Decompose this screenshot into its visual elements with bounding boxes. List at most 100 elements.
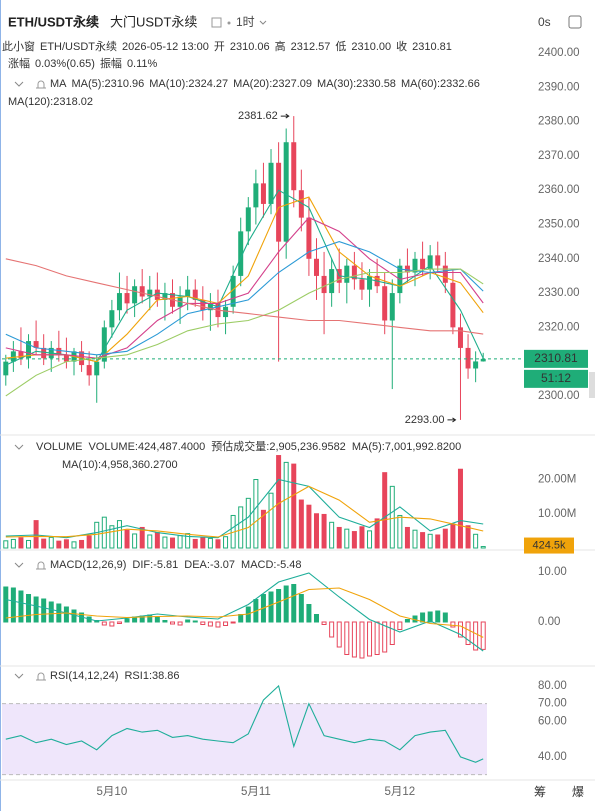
symbol[interactable]: ETH/USDT永续 — [8, 14, 99, 29]
candle-body — [306, 217, 312, 259]
candle-body — [268, 162, 274, 204]
macd-bar — [344, 621, 350, 655]
y-tick-label: 2390.00 — [538, 81, 580, 93]
info-text: 振幅 — [100, 56, 122, 70]
edit-icon[interactable] — [211, 17, 222, 28]
volume-bar — [185, 533, 191, 549]
candle-body — [420, 258, 426, 270]
y-tick-label: 80.00 — [538, 680, 567, 692]
y-tick-label: 10.00M — [538, 508, 576, 520]
info-text: 2312.57 — [291, 41, 331, 53]
volume-bar — [480, 546, 486, 549]
volume-bar — [412, 529, 418, 549]
legend-readout: 预估成交量:2,905,236.9582 — [211, 439, 346, 453]
collapse-icon[interactable] — [14, 562, 24, 568]
candle-body — [276, 162, 282, 242]
indicator-line — [5, 478, 484, 539]
volume-bar — [215, 539, 221, 549]
volume-bar — [465, 525, 471, 549]
candle-body — [33, 341, 39, 348]
alert-icon[interactable] — [36, 80, 46, 89]
volume-bar — [397, 514, 403, 549]
candle-body — [404, 265, 410, 273]
footer-button[interactable]: 爆 — [572, 785, 584, 799]
legend-item: MA(60):2332.66 — [401, 78, 480, 90]
volume-bar — [253, 479, 259, 549]
info-text: 收 — [396, 39, 407, 53]
candle-body — [139, 286, 145, 297]
side-handle[interactable] — [589, 372, 595, 398]
interval[interactable]: 1时 — [236, 15, 255, 29]
candle-body — [291, 142, 297, 191]
candle-body — [245, 207, 251, 232]
volume-bar — [132, 533, 138, 549]
legend-title: MACD(12,26,9) — [50, 559, 126, 571]
volume-bar — [170, 537, 176, 549]
candle-body — [26, 341, 32, 359]
macd-bar — [397, 621, 403, 630]
annotation-arrow — [280, 113, 290, 119]
y-tick-label: 20.00M — [538, 474, 576, 486]
macd-bar — [109, 621, 115, 627]
legend-item: MA(120):2318.02 — [8, 96, 93, 108]
macd-bar — [321, 621, 327, 625]
volume-bar — [374, 518, 380, 549]
candle-body — [389, 293, 395, 321]
macd-bar — [63, 606, 69, 623]
alert-icon[interactable] — [36, 672, 46, 681]
y-tick-label: 0.00 — [538, 616, 560, 628]
macd-bar — [465, 621, 471, 645]
volume-bar — [238, 506, 244, 549]
volume-bar — [245, 497, 251, 549]
candle-body — [351, 265, 357, 280]
interval-caret[interactable] — [259, 20, 267, 25]
candle-body — [313, 258, 319, 276]
volume-tag-label: 424.5k — [532, 539, 566, 551]
candle-body — [86, 365, 92, 376]
y-tick-label: 2370.00 — [538, 150, 580, 162]
macd-bar — [26, 594, 32, 623]
legend-item: MA(20):2327.09 — [233, 78, 312, 90]
macd-bar — [33, 596, 39, 623]
alert-icon[interactable] — [36, 561, 46, 570]
collapse-icon[interactable] — [14, 673, 24, 679]
candle-body — [359, 279, 365, 290]
volume-bar — [435, 534, 441, 549]
settings-icon[interactable] — [568, 15, 582, 29]
macd-bar — [450, 621, 456, 628]
annotation-arrow — [447, 417, 457, 423]
macd-bar — [283, 585, 289, 623]
collapse-icon[interactable] — [14, 444, 24, 450]
candle-body — [132, 286, 138, 304]
volume-bar — [200, 536, 206, 549]
volume-bar — [427, 533, 433, 549]
legend-item: MA(5):7,001,992.8200 — [352, 441, 461, 453]
volume-bar — [329, 521, 335, 549]
candle-body — [382, 286, 388, 321]
collapse-icon[interactable] — [14, 81, 24, 87]
info-text: 0.03%(0.65) — [35, 58, 95, 70]
candle-body — [124, 293, 130, 304]
candle-body — [253, 183, 259, 208]
macd-bar — [351, 621, 357, 658]
candle-body — [473, 361, 479, 369]
macd-bar — [18, 590, 24, 623]
volume-bar — [116, 520, 122, 549]
candle-body — [10, 351, 16, 362]
candle-body — [442, 265, 448, 283]
macd-bar — [238, 614, 244, 623]
macd-bar — [427, 611, 433, 623]
x-tick-label: 5月10 — [97, 786, 128, 798]
volume-bar — [3, 540, 9, 549]
volume-bar — [276, 455, 282, 549]
macd-bar — [435, 610, 441, 623]
volume-bar — [291, 463, 297, 549]
macd-bar — [404, 619, 410, 623]
candle-body — [321, 275, 327, 294]
volume-bar — [192, 538, 198, 549]
macd-bar — [177, 621, 183, 626]
macd-bar — [276, 589, 282, 623]
footer-button[interactable]: 筹 — [534, 785, 546, 799]
